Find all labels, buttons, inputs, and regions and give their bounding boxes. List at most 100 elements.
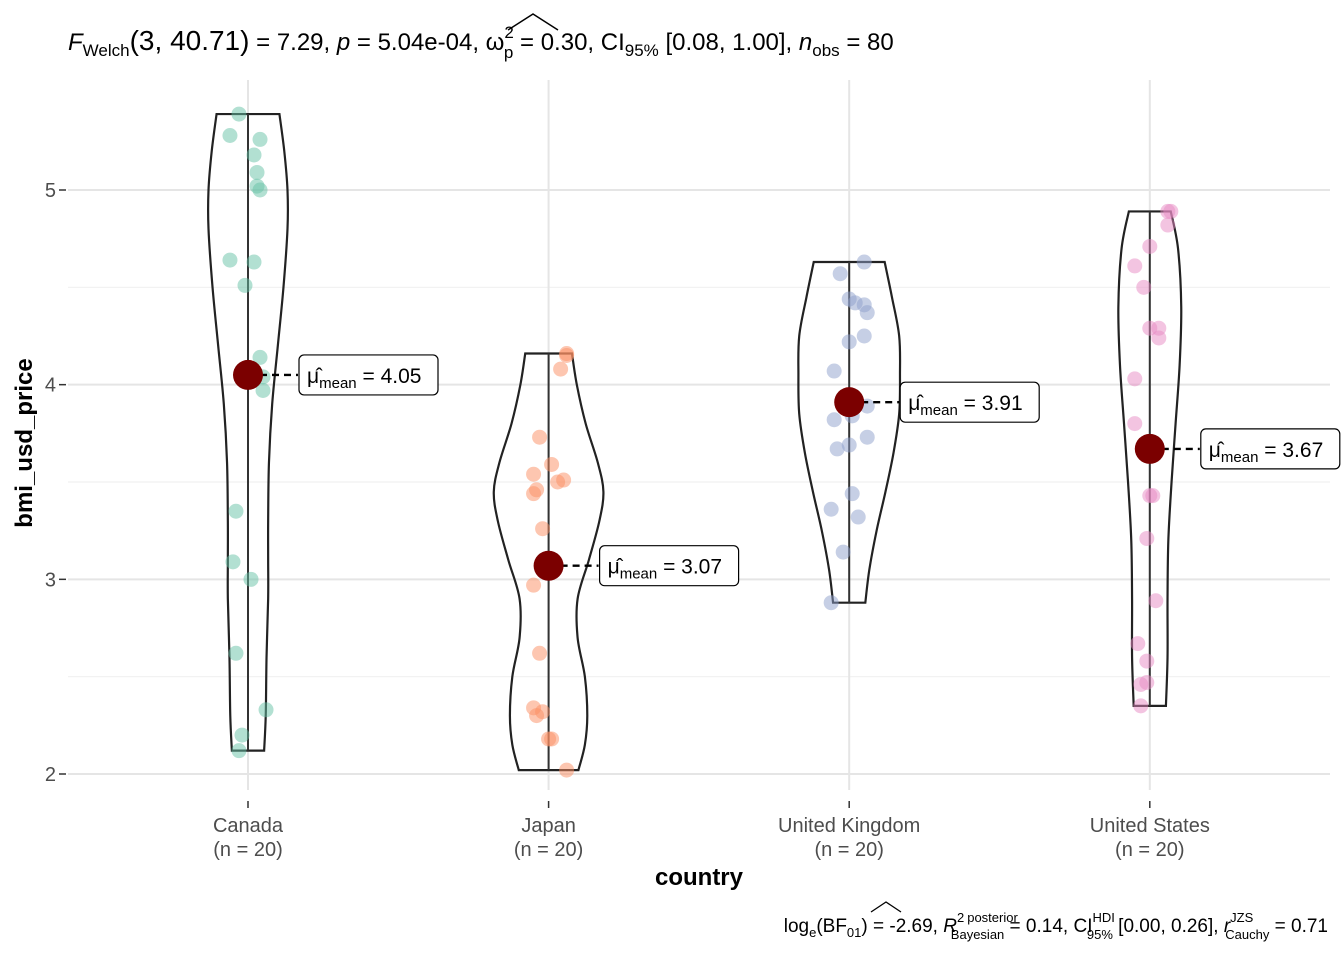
chart-title: FWelch(3, 40.71) = 7.29, p = 5.04e-04, ω… <box>68 23 894 62</box>
data-point <box>228 503 244 519</box>
data-point <box>829 441 845 457</box>
data-point <box>532 645 548 661</box>
data-point <box>526 466 542 482</box>
x-tick-n-label: (n = 20) <box>814 839 883 861</box>
data-point <box>222 127 238 143</box>
x-tick-n-label: (n = 20) <box>213 839 282 861</box>
violin-japan <box>492 352 605 772</box>
x-tick-n-label: (n = 20) <box>514 839 583 861</box>
mean-label-text: μ̂mean = 4.05 <box>307 365 421 392</box>
data-point <box>1139 530 1155 546</box>
data-point <box>844 486 860 502</box>
data-point <box>252 349 268 365</box>
mean-label-text: μ̂mean = 3.07 <box>608 556 722 583</box>
mean-label-box <box>598 545 740 587</box>
mean-label-box <box>899 381 1040 423</box>
mean-label-box <box>1200 428 1341 470</box>
mean-point <box>1134 433 1165 464</box>
grid <box>68 80 1330 790</box>
data-point <box>823 501 839 517</box>
violin-united-states <box>1117 210 1183 707</box>
x-axis-title: country <box>655 864 744 891</box>
data-point <box>1127 258 1143 274</box>
data-point <box>826 363 842 379</box>
mean-label-box <box>298 354 439 396</box>
data-point <box>255 383 271 399</box>
data-point <box>237 277 253 293</box>
points <box>222 106 1179 778</box>
data-point <box>535 521 551 537</box>
mean-label-text: μ̂mean = 3.67 <box>1209 439 1323 466</box>
data-point <box>246 254 262 270</box>
data-point <box>1145 488 1161 504</box>
data-point <box>1133 698 1149 714</box>
chart-caption: loge(BF01) = -2.69, R2 posterior Bayesian … <box>784 910 1328 942</box>
data-point <box>559 346 575 362</box>
data-point <box>826 412 842 428</box>
x-tick-label: United Kingdom <box>778 815 920 837</box>
data-point <box>835 544 851 560</box>
mean-label-text: μ̂mean = 3.91 <box>908 392 1022 419</box>
data-point <box>841 437 857 453</box>
y-axis-title: bmi_usd_price <box>11 358 38 527</box>
y-tick-label: 4 <box>45 375 56 397</box>
x-tick-label: Canada <box>213 815 284 837</box>
data-point <box>1160 217 1176 233</box>
data-point <box>231 106 247 122</box>
data-point <box>850 509 866 525</box>
data-point <box>526 700 542 716</box>
data-point <box>252 131 268 147</box>
x-tick-n-label: (n = 20) <box>1115 839 1184 861</box>
y-tick-label: 3 <box>45 569 56 591</box>
data-point <box>1163 203 1179 219</box>
r2-hat <box>870 901 902 913</box>
y-tick-label: 5 <box>45 180 56 202</box>
data-point <box>243 571 259 587</box>
data-point <box>841 334 857 350</box>
data-point <box>249 178 265 194</box>
data-point <box>234 727 250 743</box>
data-point <box>222 252 238 268</box>
data-point <box>544 456 560 472</box>
data-point <box>559 762 575 778</box>
data-point <box>556 472 572 488</box>
x-axis: Canada(n = 20)Japan(n = 20)United Kingdo… <box>213 801 1210 861</box>
omega-hat <box>507 13 559 31</box>
data-point <box>1127 416 1143 432</box>
y-axis: 2 3 4 5 <box>45 180 66 786</box>
data-point <box>553 361 569 377</box>
means: μ̂mean = 4.05 μ̂mean = 3.07 μ̂mean = 3.91 μ… <box>233 354 1341 587</box>
data-point <box>1127 371 1143 387</box>
data-point <box>225 554 241 570</box>
data-point <box>246 147 262 163</box>
y-tick-label: 2 <box>45 764 56 786</box>
data-point <box>832 266 848 282</box>
data-point <box>859 429 875 445</box>
violin-united-kingdom <box>797 260 902 604</box>
data-point <box>856 328 872 344</box>
data-point <box>841 291 857 307</box>
data-point <box>526 577 542 593</box>
violin-canada <box>206 112 290 752</box>
violins <box>206 112 1183 772</box>
data-point <box>1142 238 1158 254</box>
x-tick-label: United States <box>1090 815 1210 837</box>
data-point <box>258 702 274 718</box>
data-point <box>228 645 244 661</box>
data-point <box>1148 593 1164 609</box>
data-point <box>1130 636 1146 652</box>
data-point <box>529 482 545 498</box>
data-point <box>231 743 247 759</box>
data-point <box>1136 279 1152 295</box>
mean-point <box>834 387 865 418</box>
mean-point <box>233 359 263 390</box>
data-point <box>1151 320 1167 336</box>
data-point <box>544 731 560 747</box>
mean-point <box>533 550 564 581</box>
data-point <box>249 164 265 180</box>
data-point <box>856 254 872 270</box>
data-point <box>1139 653 1155 669</box>
data-point <box>823 595 839 611</box>
data-point <box>1139 675 1155 691</box>
